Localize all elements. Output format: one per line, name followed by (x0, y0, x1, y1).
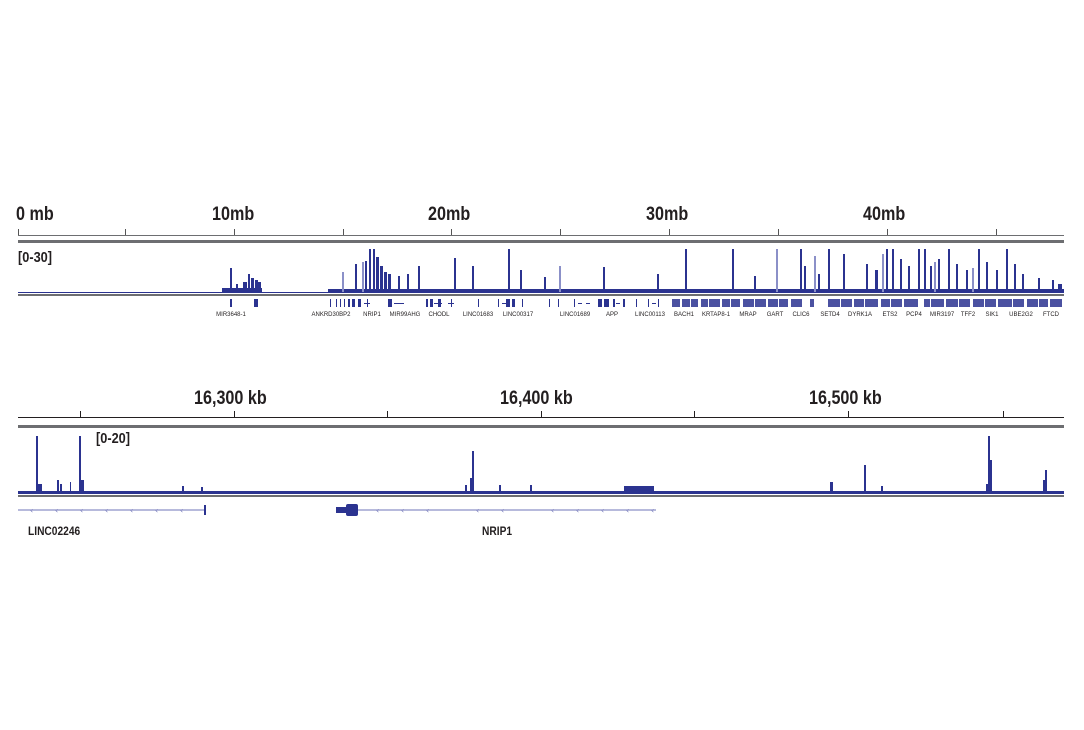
svg-text:‹: ‹ (626, 506, 629, 515)
gene-label: FTCD (1043, 312, 1059, 318)
gene-label: PCP4 (906, 312, 922, 318)
svg-text:‹: ‹ (376, 506, 379, 515)
gene-label: MIR3648-1 (216, 312, 246, 318)
svg-text:‹: ‹ (551, 506, 554, 515)
tick-label-16500: 16,500 kb (809, 388, 882, 409)
gene-label: ANKRD30BP2 (311, 312, 351, 318)
gene-label: GART (766, 312, 784, 318)
gene-label: LINC01683 (462, 312, 494, 318)
svg-text:‹: ‹ (501, 506, 504, 515)
gene-label-nrip1: NRIP1 (482, 524, 513, 538)
gene-label: APP (605, 312, 619, 318)
svg-text:‹: ‹ (601, 506, 604, 515)
gene-label: UBE2G2 (1009, 312, 1033, 318)
gene-label: ETS2 (882, 312, 898, 318)
tick-label-3: 30mb (646, 204, 689, 225)
track-separator (18, 240, 1064, 243)
svg-text:‹: ‹ (105, 506, 108, 515)
coverage-track-2 (18, 436, 1064, 497)
gene-track-2: ‹ ‹ ‹ ‹ ‹ ‹ ‹ ‹ ‹ ‹ ‹ ‹ ‹ ‹ ‹ ‹ ‹ (18, 504, 656, 516)
data-range-label: [0-20] (96, 430, 131, 447)
gene-label: CLIC6 (792, 312, 810, 318)
gene-label: LINC01689 (559, 312, 591, 318)
svg-text:‹: ‹ (130, 506, 133, 515)
gene-label: MIR3197 (929, 312, 955, 318)
ruler-baseline (18, 417, 1064, 418)
tick-label-0: 0 mb (16, 204, 54, 225)
gene-label: LINC00317 (502, 312, 534, 318)
gene-label-linc02246: LINC02246 (28, 524, 81, 538)
gene-label: SIK1 (985, 312, 999, 318)
svg-text:‹: ‹ (401, 506, 404, 515)
svg-text:‹: ‹ (576, 506, 579, 515)
track-separator (18, 425, 1064, 428)
gene-label: TFF2 (960, 312, 976, 318)
data-range-label: [0-30] (18, 249, 53, 266)
tick-label-4: 40mb (863, 204, 906, 225)
tick-label-16400: 16,400 kb (500, 388, 573, 409)
coverage-track-1 (18, 249, 1064, 296)
gene-label: LINC00113 (635, 312, 665, 318)
tick-label-2: 20mb (428, 204, 471, 225)
svg-text:‹: ‹ (30, 506, 33, 515)
gene-label: SETD4 (820, 312, 840, 318)
gene-label: KRTAP8-1 (701, 312, 731, 318)
tick-label-16300: 16,300 kb (194, 388, 267, 409)
gene-label: NRIP1 (363, 312, 381, 318)
svg-text:‹: ‹ (651, 506, 654, 515)
ruler-baseline (18, 235, 1064, 236)
gene-label: DYRK1A (847, 312, 873, 318)
gene-label: BACH1 (673, 312, 695, 318)
gene-label: MRAP (739, 312, 757, 318)
svg-text:‹: ‹ (55, 506, 58, 515)
svg-text:‹: ‹ (155, 506, 158, 515)
gene-label: CHODL (428, 312, 450, 318)
tick-label-1: 10mb (212, 204, 255, 225)
svg-text:‹: ‹ (180, 506, 183, 515)
svg-text:‹: ‹ (476, 506, 479, 515)
svg-text:‹: ‹ (426, 506, 429, 515)
gene-label: MIR99AHG (389, 312, 421, 318)
gene-track-1 (230, 299, 1062, 307)
svg-text:‹: ‹ (80, 506, 83, 515)
